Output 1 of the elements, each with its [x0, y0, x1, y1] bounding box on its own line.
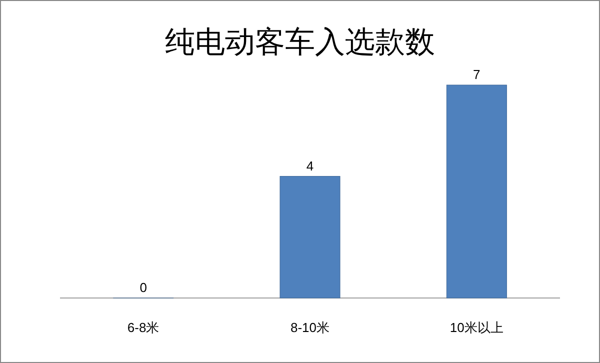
- title: 纯电动客车入选款数: [165, 26, 435, 59]
